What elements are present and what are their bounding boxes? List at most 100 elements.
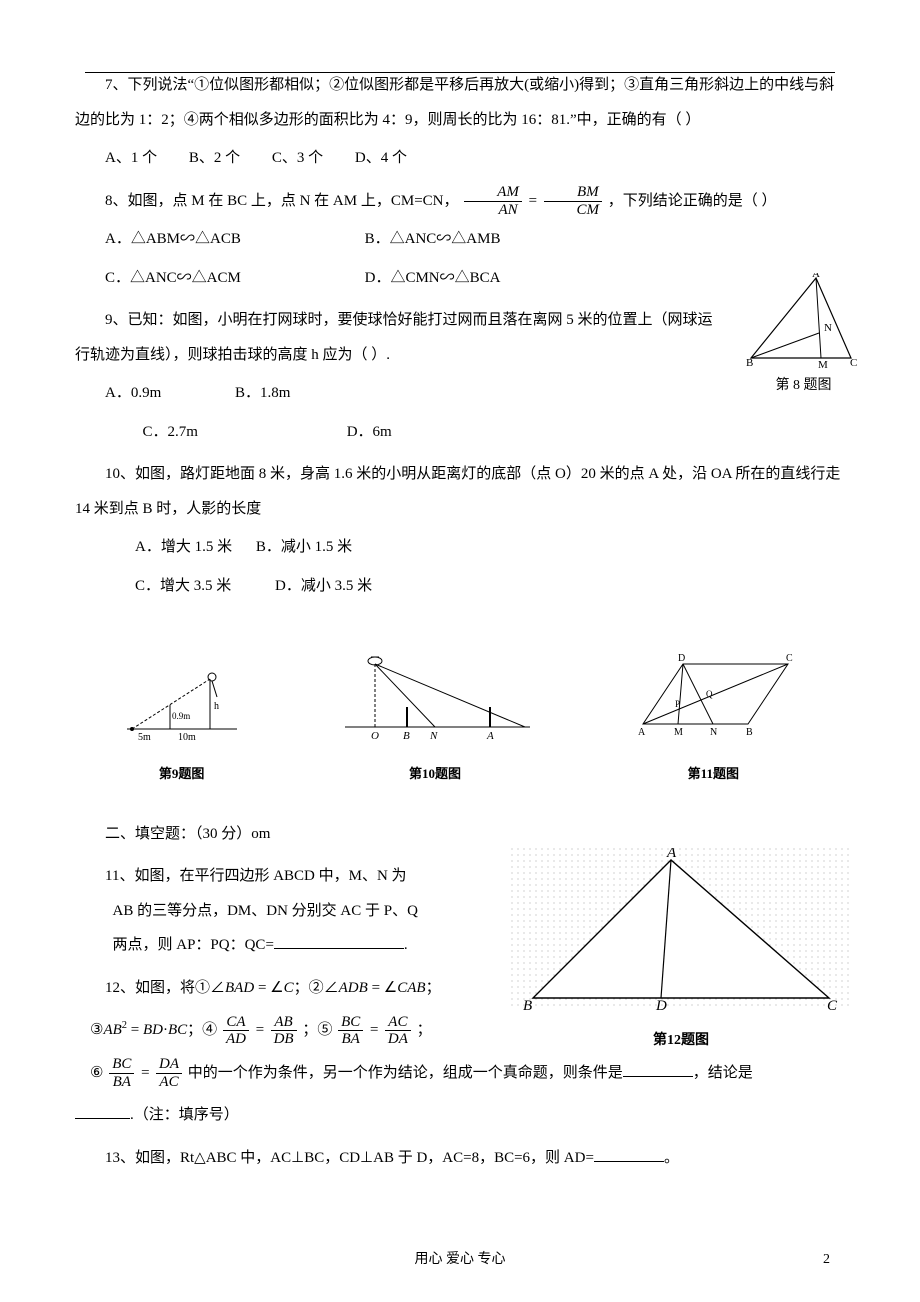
- svg-text:B: B: [403, 730, 410, 742]
- triangle-q12-icon: A B D C: [511, 848, 851, 1013]
- t: BAD: [225, 980, 254, 996]
- svg-text:C: C: [827, 998, 838, 1013]
- svg-text:D: D: [655, 998, 667, 1013]
- q12-line3: ⑥ BCBA = DAAC 中的一个作为条件，另一个作为结论，组成一个真命题，则…: [90, 1056, 845, 1091]
- svg-text:D: D: [678, 653, 685, 664]
- t: ；②∠: [294, 980, 339, 996]
- t: ；④: [187, 1022, 217, 1038]
- svg-text:B: B: [746, 727, 753, 738]
- q9-stem: 9、已知：如图，小明在打网球时，要使球恰好能打过网而且落在离网 5 米的位置上（…: [75, 303, 715, 372]
- q8-options-row2: C．△ANC∽△ACM D．△CMN∽△BCA: [105, 261, 845, 296]
- q8-frac-1: AM AN: [464, 184, 522, 218]
- q11-dot: .: [404, 937, 408, 953]
- d: BA: [338, 1031, 363, 1048]
- svg-text:Q: Q: [706, 689, 713, 699]
- svg-text:A: A: [666, 848, 677, 861]
- svg-text:N: N: [824, 322, 832, 334]
- figure-q10: O B N A 第10题图: [335, 649, 535, 789]
- lamp-diagram-icon: O B N A: [335, 649, 535, 744]
- q10-opt-d: D．减小 3.5 米: [275, 569, 372, 604]
- frac-den: CM: [544, 202, 603, 219]
- q8-stem: 8、如图，点 M 在 BC 上，点 N 在 AM 上，CM=CN， AM AN …: [75, 184, 845, 219]
- eq: =: [369, 1022, 379, 1038]
- q11-l3-row: 两点，则 AP：PQ：QC=.: [113, 928, 513, 963]
- q8-opt-b: B．△ANC∽△AMB: [365, 222, 501, 257]
- figure-q9-caption: 第9题图: [122, 759, 242, 789]
- blank-fill: [623, 1062, 693, 1077]
- d: AC: [156, 1074, 182, 1091]
- figure-q12: A B D C 第12题图: [501, 848, 861, 1057]
- blank-fill: [75, 1104, 130, 1119]
- q9-opt-c: C．2.7m: [143, 415, 198, 450]
- figure-q10-caption: 第10题图: [335, 759, 535, 789]
- t: 12、如图，将①∠: [105, 980, 225, 996]
- t: = ∠: [254, 980, 283, 996]
- d: DA: [385, 1031, 411, 1048]
- triangle-icon: A B C M N: [746, 273, 861, 368]
- n: AC: [385, 1014, 411, 1032]
- t: .（注：填序号）: [130, 1107, 239, 1123]
- svg-text:B: B: [746, 357, 753, 368]
- t: = ∠: [368, 980, 397, 996]
- figure-q9: 5m 10m 0.9m h 第9题图: [122, 669, 242, 789]
- frac: BCBA: [338, 1014, 363, 1048]
- t: BC: [168, 1022, 187, 1038]
- q8-opt-c: C．△ANC∽△ACM: [105, 261, 241, 296]
- svg-text:N: N: [429, 730, 438, 742]
- q9-options-row2: C．2.7m D．6m: [105, 415, 845, 450]
- q9-opt-b: B．1.8m: [235, 376, 290, 411]
- d: DB: [271, 1031, 297, 1048]
- frac: ABDB: [271, 1014, 297, 1048]
- figure-q11: A M N B D C P Q 第11题图: [628, 649, 798, 789]
- frac: BCBA: [109, 1056, 134, 1090]
- figure-row: 5m 10m 0.9m h 第9题图 O B N A: [75, 649, 845, 789]
- q10-opt-b: B．减小 1.5 米: [256, 530, 352, 565]
- q12-line1: 12、如图，将①∠BAD = ∠C；②∠ADB = ∠CAB；: [75, 971, 505, 1006]
- t: BD: [143, 1022, 163, 1038]
- n: BC: [338, 1014, 363, 1032]
- figure-q11-caption: 第11题图: [628, 759, 798, 789]
- q7-opt-b: B、2 个: [189, 141, 240, 176]
- tennis-diagram-icon: 5m 10m 0.9m h: [122, 669, 242, 744]
- page-content: 7、下列说法“①位似图形都相似；②位似图形都是平移后再放大(或缩小)得到；③直角…: [75, 68, 845, 1175]
- frac-num: AM: [464, 184, 522, 202]
- svg-text:P: P: [675, 699, 680, 709]
- q8-opt-a: A．△ABM∽△ACB: [105, 222, 241, 257]
- frac: ACDA: [385, 1014, 411, 1048]
- svg-text:C: C: [786, 653, 793, 664]
- q8-stem-text2: ，下列结论正确的是（ ）: [608, 193, 777, 209]
- t: 中的一个作为条件，另一个作为结论，组成一个真命题，则条件是: [188, 1065, 623, 1081]
- t: AB: [103, 1022, 121, 1038]
- svg-text:h: h: [214, 701, 219, 712]
- q7-opt-a: A、1 个: [105, 141, 157, 176]
- frac-den: AN: [464, 202, 522, 219]
- t: ，结论是: [693, 1065, 753, 1081]
- eq-sign: =: [528, 193, 538, 209]
- t: ③: [90, 1022, 103, 1038]
- q12-line2: ③AB2 = BD·BC；④ CAAD = ABDB ；⑤ BCBA = ACD…: [90, 1013, 530, 1048]
- figure-q8-caption: 第 8 题图: [746, 370, 861, 402]
- t: ；⑤: [302, 1022, 332, 1038]
- t: =: [127, 1022, 143, 1038]
- footer-page-number: 2: [823, 1244, 830, 1276]
- t: ；: [417, 1022, 432, 1038]
- figure-q8: A B C M N 第 8 题图: [746, 273, 861, 402]
- t: C: [284, 980, 294, 996]
- t: ⑥: [90, 1065, 103, 1081]
- blank-fill: [274, 934, 404, 949]
- svg-text:B: B: [523, 998, 532, 1013]
- svg-text:M: M: [674, 727, 683, 738]
- t: ；: [426, 980, 441, 996]
- n: CA: [223, 1014, 249, 1032]
- parallelogram-diagram-icon: A M N B D C P Q: [628, 649, 798, 744]
- q10-options-row2: C．增大 3.5 米 D．减小 3.5 米: [135, 569, 845, 604]
- frac-num: BM: [544, 184, 603, 202]
- n: DA: [156, 1056, 182, 1074]
- svg-text:10m: 10m: [178, 732, 196, 743]
- section-2-heading: 二、填空题：（30 分）om: [75, 817, 845, 852]
- q7-opt-c: C、3 个: [272, 141, 323, 176]
- svg-text:C: C: [850, 357, 857, 368]
- footer-motto: 用心 爱心 专心: [415, 1252, 506, 1267]
- q7-opt-d: D、4 个: [355, 141, 407, 176]
- svg-text:M: M: [818, 359, 828, 368]
